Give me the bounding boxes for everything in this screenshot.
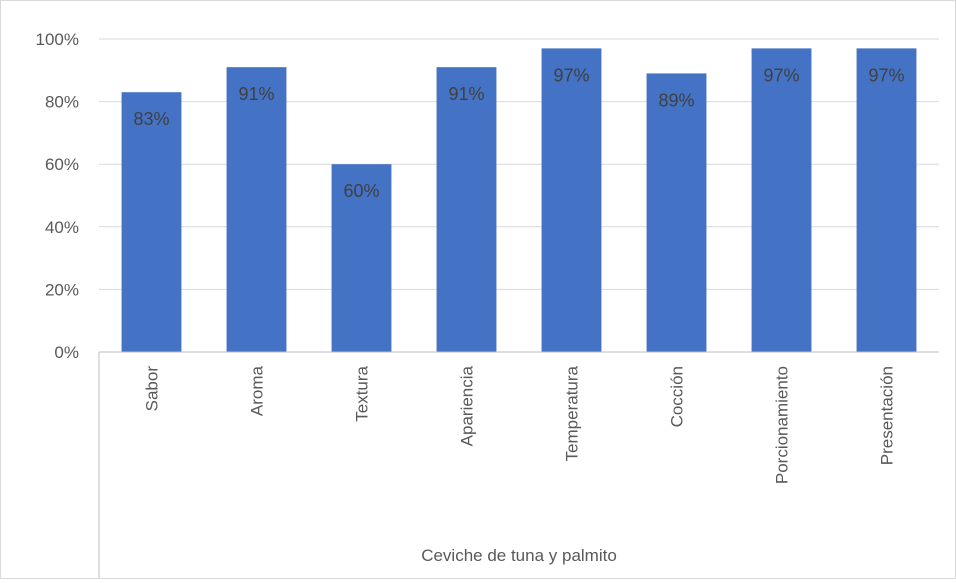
bar-5 xyxy=(646,73,707,353)
x-tick-label: Cocción xyxy=(668,366,687,427)
bar-1 xyxy=(226,67,287,353)
bar-6 xyxy=(751,48,812,352)
data-labels: 83% 91% 60% 91% 97% 89% 97% 97% xyxy=(133,65,904,201)
gridlines xyxy=(99,38,939,290)
data-label: 91% xyxy=(448,84,484,104)
data-label: 89% xyxy=(658,90,694,110)
data-label: 97% xyxy=(868,65,904,85)
bar-7 xyxy=(856,48,917,352)
bar-2 xyxy=(331,164,392,352)
y-axis-ticks: 0% 20% 40% 60% 80% 100% xyxy=(36,30,79,362)
data-label: 97% xyxy=(763,65,799,85)
x-axis-category-group-label: Ceviche de tuna y palmito xyxy=(421,546,617,565)
y-tick-label: 20% xyxy=(45,280,79,299)
y-tick-label: 60% xyxy=(45,155,79,174)
y-tick-label: 0% xyxy=(54,343,79,362)
bar-3 xyxy=(436,67,497,353)
bar-0 xyxy=(121,92,182,353)
x-tick-label: Temperatura xyxy=(563,365,582,461)
x-tick-label: Presentación xyxy=(878,366,897,465)
x-tick-label: Aroma xyxy=(248,365,267,416)
x-axis-ticks: Sabor Aroma Textura Apariencia Temperatura Co… xyxy=(143,365,897,484)
bar-4 xyxy=(541,48,602,352)
y-tick-label: 40% xyxy=(45,218,79,237)
y-tick-label: 100% xyxy=(36,30,79,49)
data-label: 97% xyxy=(553,65,589,85)
bars xyxy=(121,48,917,353)
data-label: 91% xyxy=(238,84,274,104)
x-tick-label: Sabor xyxy=(143,366,162,412)
x-tick-label: Porcionamiento xyxy=(773,366,792,484)
data-label: 83% xyxy=(133,109,169,129)
y-tick-label: 80% xyxy=(45,93,79,112)
x-tick-label: Textura xyxy=(353,365,372,421)
data-label: 60% xyxy=(343,181,379,201)
x-tick-label: Apariencia xyxy=(458,365,477,446)
